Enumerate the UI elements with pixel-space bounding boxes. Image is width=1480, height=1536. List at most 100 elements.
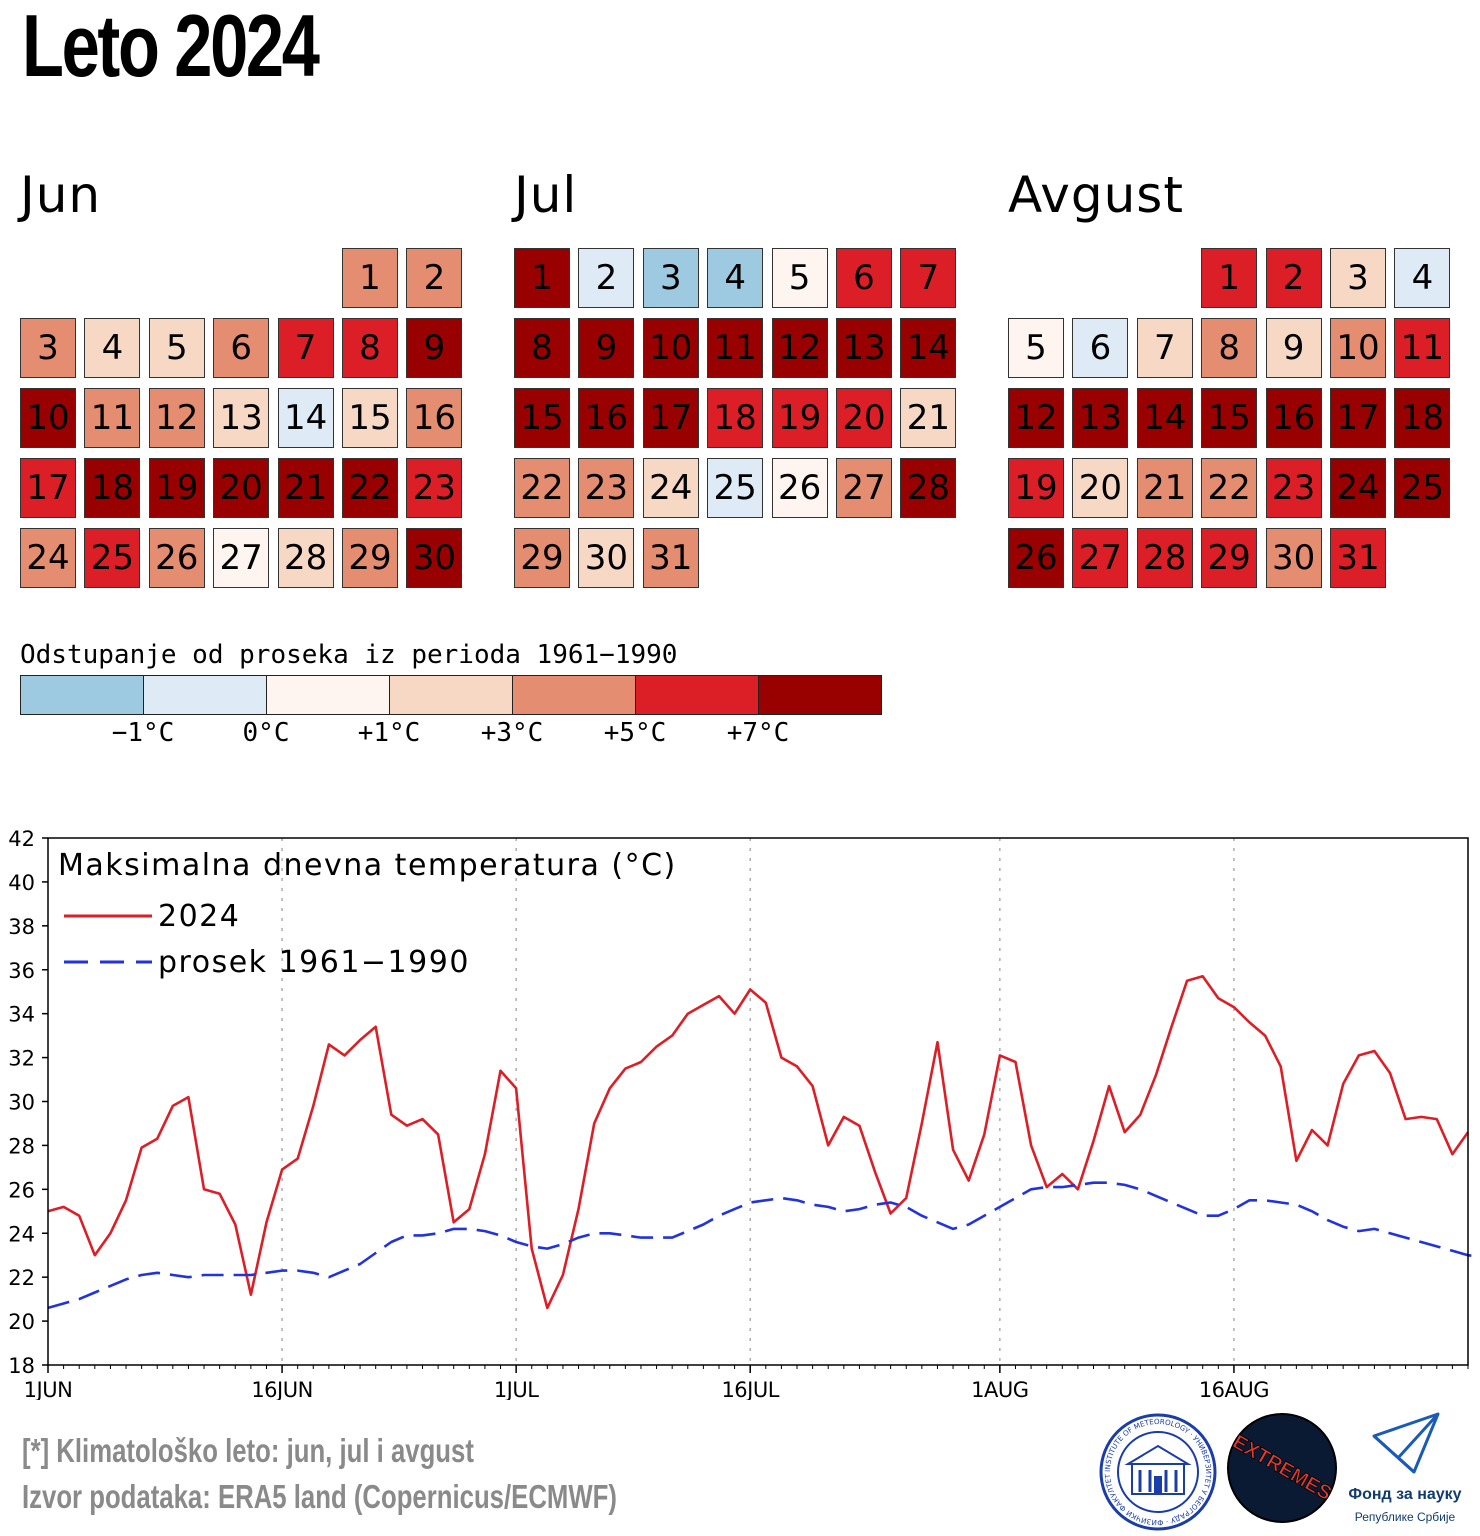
calendar-day: 24 — [20, 528, 76, 588]
calendar-day: 17 — [642, 388, 699, 448]
calendar-day: 13 — [213, 388, 270, 448]
y-tick-label: 28 — [8, 1134, 35, 1158]
calendar-day: 4 — [707, 248, 764, 308]
calendar-day: 25 — [707, 458, 764, 518]
calendar-day: 14 — [277, 388, 334, 448]
temperature-chart: 18 20 22 24 26 28 30 32 34 36 38 40 42 1JUN 16JUN 1JUL… — [8, 827, 1480, 1400]
calendar-day: 23 — [1265, 458, 1322, 518]
x-tick-label: 1JUL — [494, 1378, 539, 1400]
month-avgust: Avgust 1 2 3 4 5 6 7 8 9 10 11 12 13 14 15 16 17 18 19 20 21… — [1008, 166, 1451, 588]
calendar-day: 15 — [1201, 388, 1258, 448]
calendar-day: 22 — [342, 458, 398, 518]
calendar-day: 5 — [1008, 318, 1064, 378]
calendar-day: 28 — [277, 528, 334, 588]
legend-tick-label: +1°C — [357, 718, 421, 748]
calendar-day: 6 — [213, 318, 270, 378]
calendar-day: 30 — [578, 528, 635, 588]
calendar-day: 10 — [642, 318, 699, 378]
calendar-day: 7 — [277, 318, 334, 378]
calendar-day: 16 — [578, 388, 635, 448]
y-tick-label: 34 — [8, 1003, 35, 1027]
y-tick-label: 30 — [8, 1091, 35, 1115]
institute-seal-logo: INSTITUTE OF METEOROLOGY · УНИВЕРЗИТЕТ У… — [1098, 1412, 1217, 1531]
calendar-day: 14 — [1136, 388, 1193, 448]
calendar-grid-avgust: 1 2 3 4 5 6 7 8 9 10 11 12 13 14 15 16 17 18 19 20 21 22 23 24 2… — [1008, 248, 1464, 593]
color-legend: Odstupanje od proseka iz perioda 1961−19… — [20, 640, 890, 750]
y-tick-label: 18 — [8, 1354, 35, 1378]
calendar-day: 27 — [1072, 528, 1129, 588]
y-tick-label: 26 — [8, 1178, 35, 1202]
calendar-day: 23 — [578, 458, 635, 518]
calendar-day: 21 — [277, 458, 334, 518]
calendar-day: 18 — [1394, 388, 1451, 448]
calendar-day: 12 — [148, 388, 205, 448]
legend-label-2024: 2024 — [158, 899, 240, 934]
calendar-day: 1 — [1201, 248, 1258, 308]
calendar-day: 31 — [642, 528, 699, 588]
calendar-day: 4 — [1394, 248, 1451, 308]
fond-logo-name: Фонд за науку — [1348, 1486, 1462, 1503]
calendar-day: 19 — [771, 388, 828, 448]
calendar-day: 14 — [900, 318, 957, 378]
page-title: Leto 2024 — [22, 0, 320, 95]
calendar-day: 26 — [148, 528, 205, 588]
footer-notes: [*] Klimatološko leto: jun, jul i avgust… — [22, 1432, 617, 1524]
calendar-day: 10 — [20, 388, 76, 448]
calendar-day: 16 — [406, 388, 463, 448]
extremes-logo: EXTREMES — [1227, 1413, 1337, 1523]
y-tick-label: 20 — [8, 1310, 35, 1334]
calendar-day: 3 — [642, 248, 699, 308]
y-tick-label: 40 — [8, 871, 35, 895]
y-tick-label: 24 — [8, 1222, 35, 1246]
calendar-day: 11 — [84, 388, 141, 448]
fond-logo-subtitle: Републике Србије — [1354, 1510, 1456, 1524]
chart-grid — [281, 838, 1235, 1365]
x-tick-label: 1AUG — [971, 1378, 1028, 1400]
calendar-day: 3 — [1330, 248, 1386, 308]
legend-swatch — [144, 676, 267, 714]
calendar-day: 4 — [84, 318, 141, 378]
calendar-day: 13 — [836, 318, 892, 378]
calendar-day: 7 — [900, 248, 957, 308]
calendar-day: 5 — [771, 248, 828, 308]
calendar-day: 16 — [1265, 388, 1322, 448]
calendar-day: 9 — [1265, 318, 1322, 378]
y-tick-label: 22 — [8, 1266, 35, 1290]
y-tick-label: 38 — [8, 915, 35, 939]
legend-label-prosek: prosek 1961−1990 — [158, 945, 470, 980]
calendar-day: 29 — [342, 528, 398, 588]
legend-bar — [20, 675, 882, 715]
series-line-prosek — [47, 1181, 1480, 1310]
x-tick-label: 16AUG — [1199, 1378, 1269, 1400]
calendar-day: 29 — [1201, 528, 1258, 588]
calendar-day: 3 — [20, 318, 76, 378]
legend-tick-label: +5°C — [603, 718, 667, 748]
calendar-day: 17 — [1330, 388, 1386, 448]
calendar-day: 20 — [213, 458, 270, 518]
legend-tick-label: +3°C — [480, 718, 544, 748]
calendar-grid-jun: 1 2 3 4 5 6 7 8 9 10 11 12 13 14 15 16 17 18 19 20 21 22 23 24 2… — [20, 248, 476, 593]
legend-swatch — [267, 676, 390, 714]
calendar-day: 12 — [1008, 388, 1064, 448]
calendar-day: 1 — [342, 248, 398, 308]
calendar-day: 8 — [1201, 318, 1258, 378]
series-line-2024 — [47, 975, 1470, 1310]
calendar-day: 31 — [1330, 528, 1386, 588]
calendar-grid-jul: 1 2 3 4 5 6 7 8 9 10 11 12 13 14 15 16 17 18 19 20 21 22 23 24 2… — [514, 248, 970, 593]
month-name-jun: Jun — [20, 166, 102, 224]
calendar-day: 28 — [1136, 528, 1193, 588]
calendar-day: 27 — [213, 528, 270, 588]
legend-swatch — [21, 676, 144, 714]
legend-tick-label: −1°C — [111, 718, 175, 748]
calendar-day: 10 — [1330, 318, 1386, 378]
calendar-day: 18 — [84, 458, 141, 518]
calendar-day: 6 — [836, 248, 892, 308]
calendar-day: 6 — [1072, 318, 1129, 378]
month-name-avgust: Avgust — [1008, 166, 1184, 224]
legend-swatch — [636, 676, 759, 714]
calendar-day: 2 — [1265, 248, 1322, 308]
footer-line-2: Izvor podataka: ERA5 land (Copernicus/EC… — [22, 1478, 617, 1515]
calendar-day: 8 — [514, 318, 570, 378]
legend-swatch — [390, 676, 513, 714]
calendar-day: 23 — [406, 458, 463, 518]
